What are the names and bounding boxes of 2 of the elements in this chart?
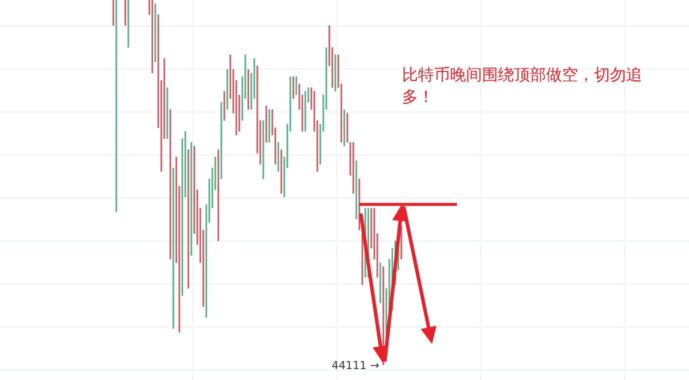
annotation: 比特币晚间围绕顶部做空，切勿追多！ [402,64,643,108]
annotation: 44111 → [332,359,380,372]
